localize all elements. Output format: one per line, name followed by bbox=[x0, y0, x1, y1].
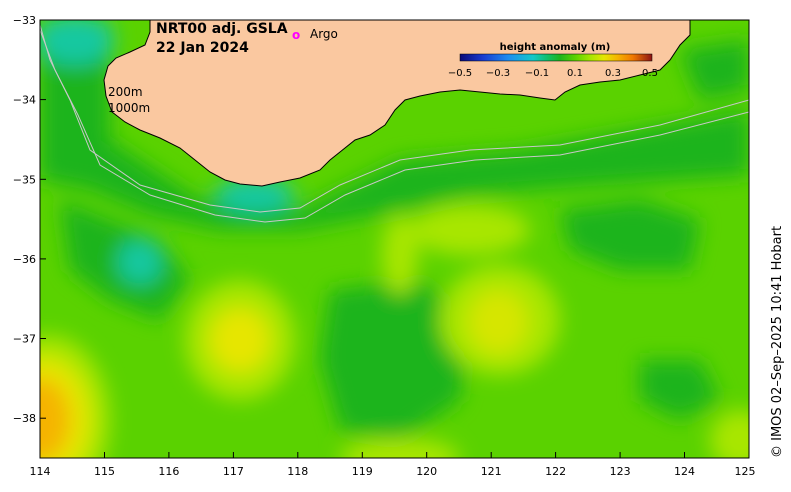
colorbar-bar bbox=[459, 53, 653, 62]
isobath-200m bbox=[40, 24, 749, 213]
argo-marker-icon: o bbox=[292, 28, 300, 42]
colorbar-tick: −0.1 bbox=[525, 68, 549, 79]
colorbar-tick: −0.5 bbox=[448, 68, 472, 79]
y-axis: −33 −34 −35 −36 −37 −38 bbox=[13, 14, 46, 425]
x-tick-label: 124 bbox=[674, 465, 695, 478]
x-tick-label: 123 bbox=[610, 465, 631, 478]
x-tick-label: 120 bbox=[416, 465, 437, 478]
colorbar-tick: −0.3 bbox=[486, 68, 510, 79]
colorbar-tick: 0.5 bbox=[642, 68, 658, 79]
argo-label: Argo bbox=[310, 27, 338, 41]
x-tick-label: 118 bbox=[287, 465, 308, 478]
colorbar-tick: 0.1 bbox=[567, 68, 583, 79]
isobath-label-1000: 1000m bbox=[108, 101, 150, 115]
x-tick-label: 117 bbox=[223, 465, 244, 478]
y-tick-label: −33 bbox=[13, 14, 36, 27]
credit-text: © IMOS 02–Sep–2025 10:41 Hobart bbox=[770, 226, 785, 458]
x-tick-label: 116 bbox=[158, 465, 179, 478]
isobath-label-200: 200m bbox=[108, 85, 143, 99]
map-date: 22 Jan 2024 bbox=[156, 40, 249, 56]
y-tick-label: −36 bbox=[13, 253, 36, 266]
y-tick-label: −37 bbox=[13, 333, 36, 346]
x-tick-label: 119 bbox=[352, 465, 373, 478]
plot-frame bbox=[39, 19, 750, 459]
x-axis: 114 115 116 117 118 119 120 121 122 123 … bbox=[30, 452, 756, 478]
y-tick-label: −38 bbox=[13, 412, 36, 425]
map-title: NRT00 adj. GSLA bbox=[156, 21, 288, 37]
x-tick-label: 114 bbox=[30, 465, 51, 478]
x-tick-label: 125 bbox=[735, 465, 756, 478]
colorbar: height anomaly (m) −0.5 −0.3 −0.1 0.1 0.… bbox=[448, 42, 658, 79]
isobath-1000m bbox=[40, 29, 749, 223]
land-mass bbox=[103, 19, 691, 187]
colorbar-tick: 0.3 bbox=[605, 68, 621, 79]
colorbar-title: height anomaly (m) bbox=[500, 42, 611, 53]
y-tick-label: −35 bbox=[13, 173, 36, 186]
y-tick-label: −34 bbox=[13, 94, 36, 107]
x-tick-label: 121 bbox=[481, 465, 502, 478]
x-tick-label: 122 bbox=[545, 465, 566, 478]
x-tick-label: 115 bbox=[94, 465, 115, 478]
